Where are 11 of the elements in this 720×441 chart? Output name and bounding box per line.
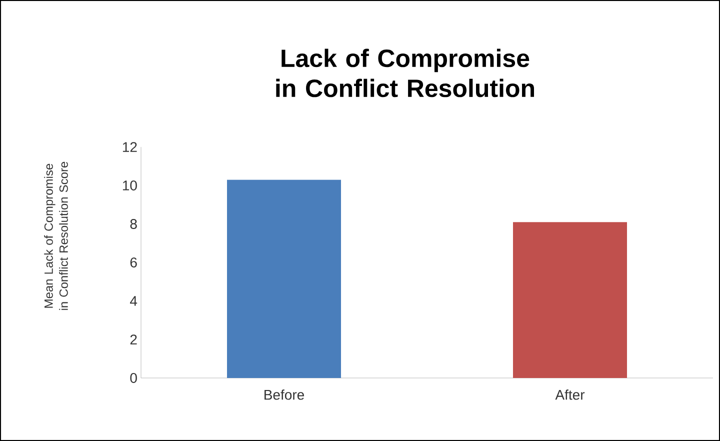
y-tick-label: 4: [130, 296, 138, 306]
chart-title: Lack of Compromise in Conflict Resolution: [276, 48, 534, 98]
y-axis-title: Mean Lack of Compromise in Conflict Resolution Score: [44, 162, 68, 310]
y-tick-label: 6: [130, 258, 137, 268]
y-tick-label: 10: [122, 180, 137, 190]
x-tick-label: After: [555, 390, 585, 400]
y-tick-label: 2: [130, 334, 137, 344]
y-tick-label: 8: [130, 219, 137, 229]
x-tick-label: Before: [264, 390, 304, 400]
y-tick-label: 0: [130, 373, 137, 383]
y-tick-label: 12: [122, 142, 137, 152]
